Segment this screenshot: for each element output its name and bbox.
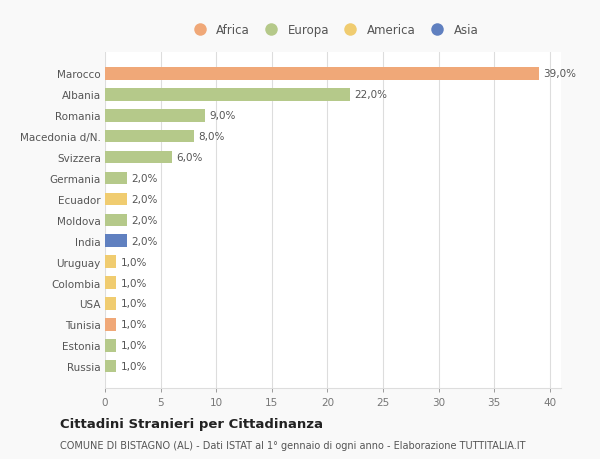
Bar	[105, 297, 116, 310]
Bar	[105, 214, 127, 227]
Text: COMUNE DI BISTAGNO (AL) - Dati ISTAT al 1° gennaio di ogni anno - Elaborazione T: COMUNE DI BISTAGNO (AL) - Dati ISTAT al …	[60, 440, 526, 450]
Bar	[105, 319, 116, 331]
Text: 1,0%: 1,0%	[121, 299, 147, 309]
Text: 1,0%: 1,0%	[121, 319, 147, 330]
Bar	[105, 131, 194, 143]
Bar	[105, 68, 539, 80]
Text: 1,0%: 1,0%	[121, 341, 147, 351]
Text: 9,0%: 9,0%	[209, 111, 236, 121]
Text: 22,0%: 22,0%	[354, 90, 387, 100]
Bar	[105, 172, 127, 185]
Bar	[105, 89, 350, 101]
Bar	[105, 235, 127, 247]
Bar	[105, 339, 116, 352]
Bar	[105, 256, 116, 269]
Bar	[105, 360, 116, 373]
Text: 8,0%: 8,0%	[199, 132, 225, 142]
Text: 1,0%: 1,0%	[121, 278, 147, 288]
Legend: Africa, Europa, America, Asia: Africa, Europa, America, Asia	[185, 22, 481, 39]
Text: 2,0%: 2,0%	[131, 174, 158, 184]
Text: 6,0%: 6,0%	[176, 153, 203, 163]
Text: 1,0%: 1,0%	[121, 257, 147, 267]
Text: 2,0%: 2,0%	[131, 215, 158, 225]
Bar	[105, 110, 205, 122]
Text: 2,0%: 2,0%	[131, 195, 158, 204]
Text: 39,0%: 39,0%	[543, 69, 576, 79]
Text: 2,0%: 2,0%	[131, 236, 158, 246]
Bar	[105, 277, 116, 289]
Bar	[105, 193, 127, 206]
Text: Cittadini Stranieri per Cittadinanza: Cittadini Stranieri per Cittadinanza	[60, 417, 323, 430]
Bar	[105, 151, 172, 164]
Text: 1,0%: 1,0%	[121, 361, 147, 371]
